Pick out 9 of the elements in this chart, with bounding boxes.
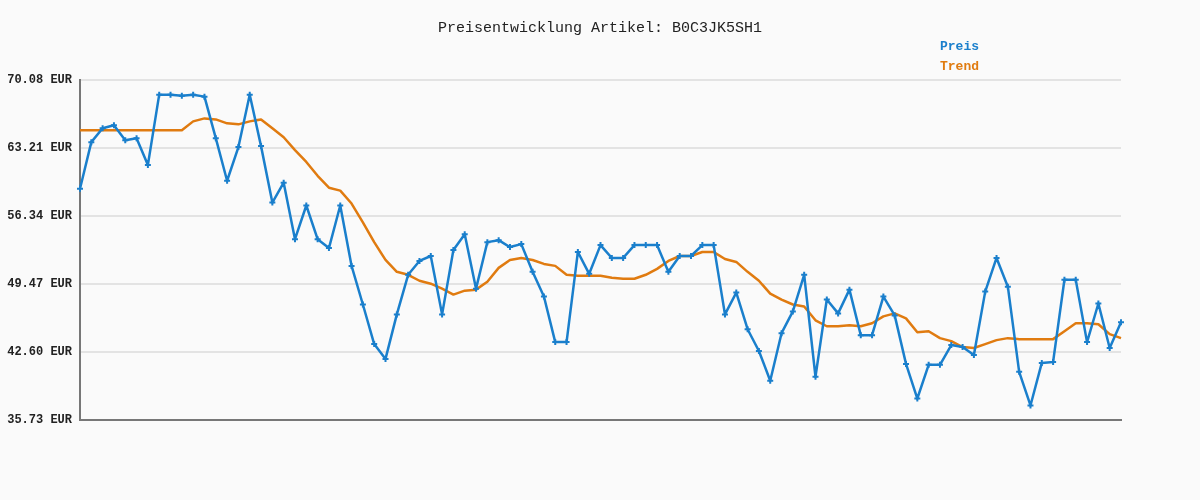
y-tick-label: 56.34 EUR <box>7 209 73 224</box>
text: Trend <box>940 59 980 75</box>
text: Preis <box>940 39 980 55</box>
y-tick-label: 49.47 EUR <box>7 277 73 292</box>
y-tick-label: 63.21 EUR <box>7 141 73 156</box>
y-tick-label: 70.08 EUR <box>7 73 73 88</box>
y-tick-label: 42.60 EUR <box>7 345 73 360</box>
y-tick-label: 35.73 EUR <box>7 413 73 428</box>
chart-title: Preisentwicklung Artikel: B0C3JK5SH1 <box>437 19 763 37</box>
